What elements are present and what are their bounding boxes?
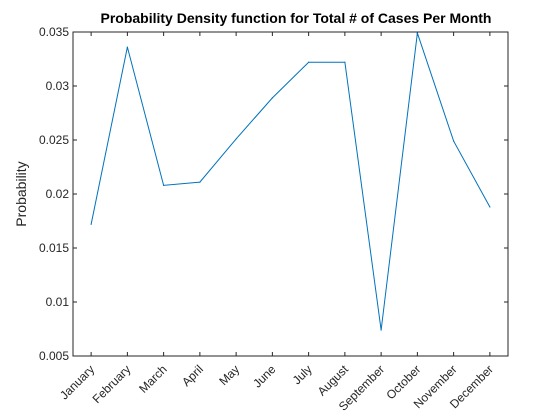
data-point — [90, 223, 92, 225]
y-tick-label: 0.025 — [39, 133, 69, 147]
chart-title: Probability Density function for Total #… — [100, 10, 491, 26]
plot-area: 0.0050.010.0150.020.0250.030.035JanuaryF… — [39, 25, 509, 414]
y-axis-label: Probability — [13, 161, 29, 226]
data-point — [126, 46, 128, 48]
y-tick-label: 0.015 — [39, 241, 69, 255]
y-tick-label: 0.005 — [39, 349, 69, 363]
y-tick-label: 0.035 — [39, 25, 69, 39]
data-point — [344, 61, 346, 63]
y-tick-label: 0.02 — [46, 187, 70, 201]
data-point — [235, 138, 237, 140]
data-point — [308, 61, 310, 63]
data-point — [489, 206, 491, 208]
data-point — [199, 181, 201, 183]
series-line — [90, 32, 491, 331]
data-point — [380, 329, 382, 331]
y-tick-label: 0.01 — [46, 295, 70, 309]
data-point — [416, 32, 418, 34]
data-point — [453, 140, 455, 142]
data-point — [271, 97, 273, 99]
y-tick-label: 0.03 — [46, 79, 70, 93]
data-point — [163, 184, 165, 186]
